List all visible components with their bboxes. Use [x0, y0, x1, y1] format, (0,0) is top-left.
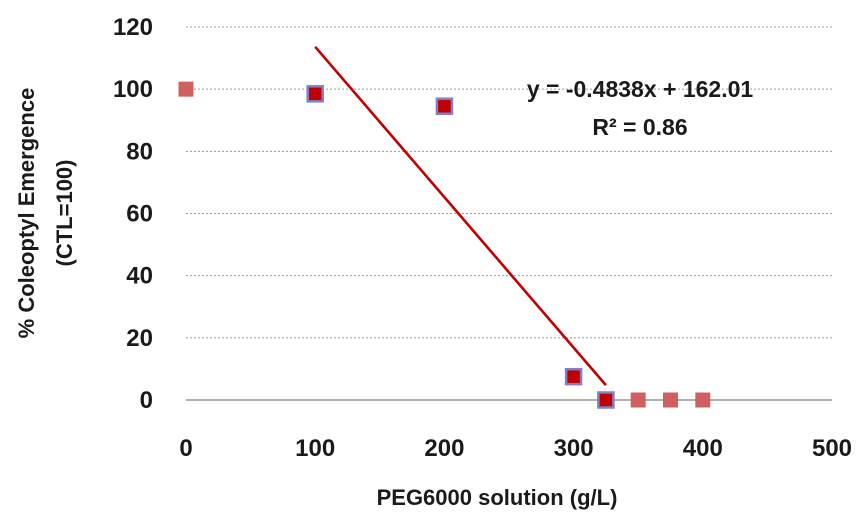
- y-tick-label-20: 20: [126, 325, 153, 352]
- trendline-group: [314, 45, 607, 387]
- y-tick-label-40: 40: [126, 263, 153, 290]
- y-tick-label-0: 0: [140, 387, 153, 414]
- data-point-2: [435, 97, 454, 116]
- x-tick-label-0: 0: [179, 435, 192, 462]
- x-axis-title: PEG6000 solution (g/L): [377, 485, 618, 510]
- x-tick-label-100: 100: [295, 435, 335, 462]
- data-point-3: [564, 367, 583, 386]
- data-point-5: [630, 392, 646, 408]
- trendline-r2: R² = 0.86: [592, 114, 687, 140]
- y-axis-title-line2: (CTL=100): [52, 160, 77, 267]
- data-point-0: [178, 81, 194, 97]
- trendline: [314, 45, 607, 387]
- x-tick-label-400: 400: [683, 435, 723, 462]
- trendline-equation: y = -0.4838x + 162.01: [527, 76, 754, 102]
- data-point-4: [597, 391, 615, 409]
- data-point-7: [695, 392, 711, 408]
- y-axis-title-line1: % Coleoptyl Emergence: [14, 88, 39, 339]
- y-tick-labels: 0 20 40 60 80 100 120: [113, 14, 153, 414]
- y-tick-label-120: 120: [113, 14, 153, 41]
- x-tick-label-200: 200: [424, 435, 464, 462]
- data-points: [178, 81, 711, 409]
- x-tick-labels: 0 100 200 300 400 500: [179, 435, 852, 462]
- data-point-1: [306, 85, 324, 103]
- gridlines: [186, 26, 832, 339]
- y-tick-label-80: 80: [126, 138, 153, 165]
- y-tick-label-100: 100: [113, 76, 153, 103]
- x-tick-label-300: 300: [554, 435, 594, 462]
- y-tick-label-60: 60: [126, 201, 153, 228]
- x-tick-label-500: 500: [812, 435, 852, 462]
- data-point-6: [663, 392, 678, 408]
